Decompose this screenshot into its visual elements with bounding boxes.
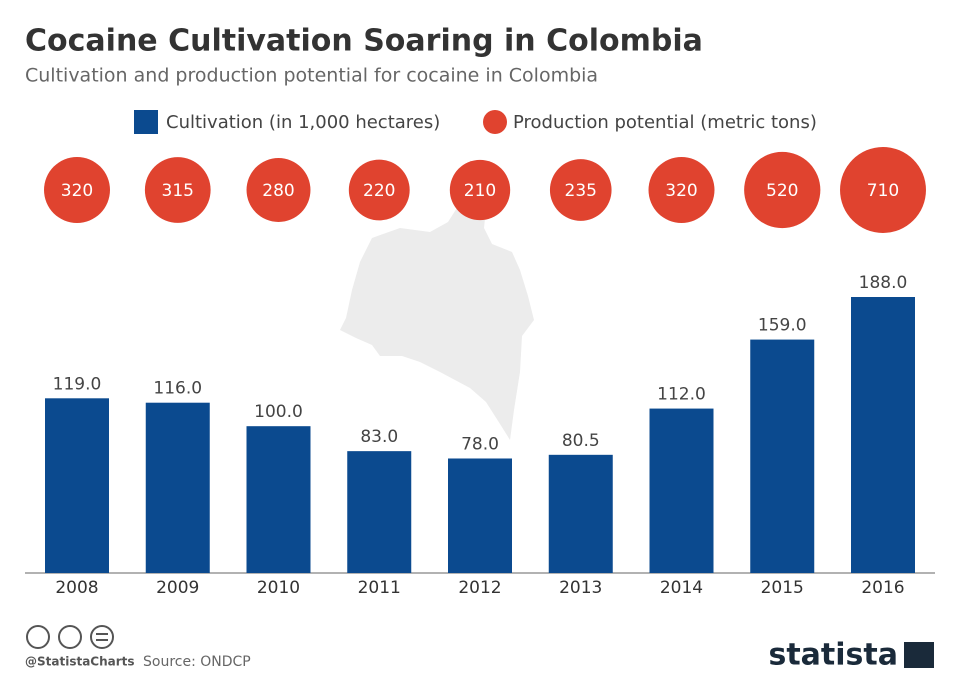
bar xyxy=(347,451,412,573)
bubble-label: 235 xyxy=(565,181,597,201)
x-tick-label: 2010 xyxy=(257,578,300,598)
map-background xyxy=(340,160,534,440)
cc-icons xyxy=(26,625,114,649)
value-label: 78.0 xyxy=(461,434,499,454)
handle: @StatistaCharts xyxy=(25,655,135,669)
bar xyxy=(649,408,714,573)
legend-label: Production potential (metric tons) xyxy=(513,112,817,133)
bubble xyxy=(840,147,926,233)
x-tick-label: 2013 xyxy=(559,578,602,598)
bubble xyxy=(549,159,612,221)
legend-swatch xyxy=(134,110,158,134)
bubble xyxy=(246,158,311,222)
bar xyxy=(246,426,311,573)
value-label: 119.0 xyxy=(53,374,102,394)
chart-subtitle: Cultivation and production potential for… xyxy=(25,65,598,87)
bubble-label: 710 xyxy=(867,181,899,201)
bubble-label: 320 xyxy=(61,181,93,201)
bar xyxy=(448,458,512,573)
x-tick-label: 2008 xyxy=(55,578,98,598)
bubble xyxy=(44,157,110,223)
bubble-label: 210 xyxy=(464,181,496,201)
bubble xyxy=(348,159,410,221)
source: Source: ONDCP xyxy=(143,654,251,670)
bubble-label: 315 xyxy=(162,181,194,201)
bubble-label: 320 xyxy=(665,181,697,201)
x-tick-label: 2012 xyxy=(458,578,501,598)
bar xyxy=(851,297,915,573)
legend-label: Cultivation (in 1,000 hectares) xyxy=(166,112,440,133)
x-tick-label: 2009 xyxy=(156,578,199,598)
brand: statista xyxy=(768,638,898,673)
bubble xyxy=(744,151,821,229)
bubble-label: 220 xyxy=(363,181,395,201)
value-label: 100.0 xyxy=(254,402,303,422)
value-label: 83.0 xyxy=(360,427,398,447)
bubble xyxy=(449,159,511,221)
value-label: 116.0 xyxy=(153,379,202,399)
x-tick-label: 2014 xyxy=(660,578,703,598)
bubble-label: 520 xyxy=(766,181,798,201)
bar xyxy=(750,339,815,573)
brand-logo xyxy=(904,642,934,668)
x-tick-label: 2016 xyxy=(861,578,904,598)
value-label: 80.5 xyxy=(562,431,600,451)
value-label: 188.0 xyxy=(859,273,908,293)
bar xyxy=(548,454,613,573)
value-label: 112.0 xyxy=(657,385,706,405)
x-tick-label: 2015 xyxy=(761,578,804,598)
value-label: 159.0 xyxy=(758,316,807,336)
bubble xyxy=(648,157,715,223)
chart-title: Cocaine Cultivation Soaring in Colombia xyxy=(25,24,703,59)
x-tick-label: 2011 xyxy=(358,578,401,598)
bubble-label: 280 xyxy=(262,181,294,201)
legend: Cultivation (in 1,000 hectares) Productio… xyxy=(134,110,817,134)
bar xyxy=(145,402,210,573)
legend-swatch xyxy=(483,110,507,134)
bubble xyxy=(144,157,211,223)
bar xyxy=(45,398,109,573)
